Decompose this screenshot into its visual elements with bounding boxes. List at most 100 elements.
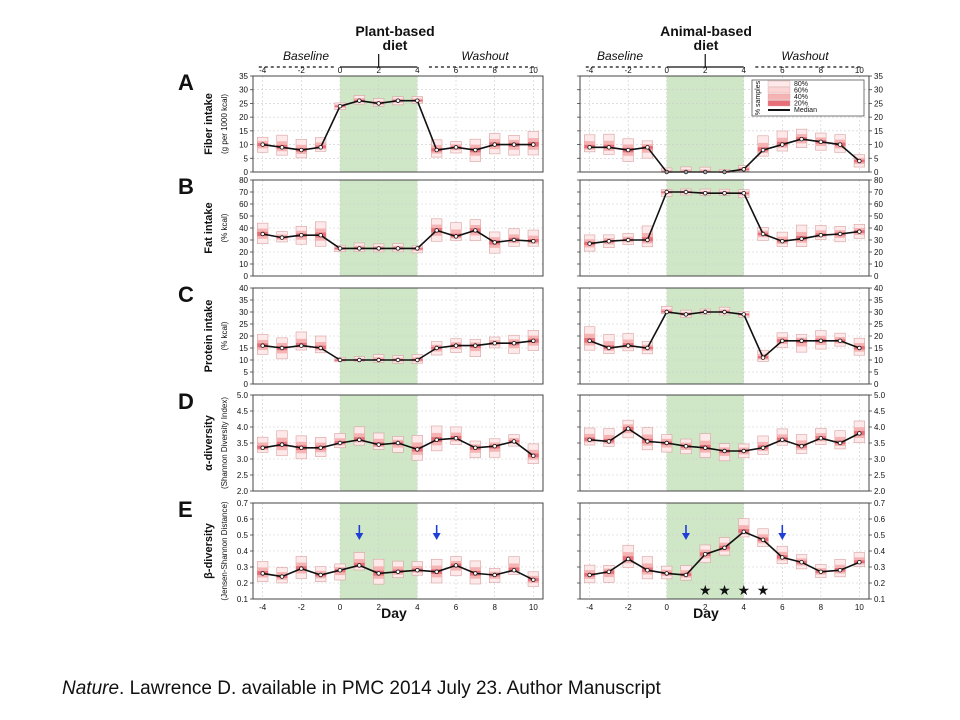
y-tick-label: 5 [874, 154, 879, 163]
y-tick-label: 30 [239, 308, 248, 317]
median-point [741, 167, 746, 172]
y-tick-label: 60 [239, 200, 248, 209]
y-tick-label: 4.0 [874, 423, 886, 432]
median-point [415, 98, 420, 103]
y-tick-label: 0 [244, 380, 249, 389]
arrow-head [355, 533, 364, 540]
median-point [760, 355, 766, 360]
y-axis-sublabel: (Jensen-Shannon Distance) [220, 501, 229, 601]
median-point [415, 246, 420, 251]
median-point [703, 552, 708, 557]
median-point [395, 357, 401, 363]
median-point [318, 145, 323, 150]
median-point [818, 436, 824, 441]
y-tick-label: 10 [239, 141, 248, 150]
median-point [492, 240, 497, 245]
median-point [453, 436, 459, 441]
median-point [857, 158, 862, 164]
median-point [722, 448, 727, 454]
y-tick-label: 2.5 [874, 471, 886, 480]
median-point [492, 444, 497, 449]
y-tick-label: 3.0 [237, 455, 249, 464]
median-point [395, 246, 401, 251]
arrow-head [432, 533, 441, 540]
y-tick-label: 40 [239, 284, 248, 293]
x-tick-label: -4 [586, 66, 594, 75]
x-tick-label: 6 [780, 66, 785, 75]
x-tick-label: 0 [338, 603, 343, 612]
median-point [299, 343, 304, 348]
y-tick-label: 0.4 [874, 547, 886, 556]
median-point [722, 190, 727, 196]
median-point [760, 537, 766, 542]
animal-title-line1: Animal-based [660, 23, 752, 39]
median-point [260, 343, 265, 348]
x-tick-label: 8 [819, 66, 824, 75]
median-point [799, 236, 804, 241]
y-tick-label: 0.5 [237, 531, 249, 540]
panel-E-plant: 0.1 0.2 0.3 0.4 0.5 0.6 0.7 -4 -2 0 2 4 6 8 10 [237, 499, 544, 612]
y-tick-label: 20 [874, 248, 883, 257]
median-point [741, 190, 746, 196]
median-point [492, 142, 497, 147]
y-tick-label: 0 [874, 380, 879, 389]
header-brackets [258, 54, 864, 68]
panel-E-animal: ★ ★ ★ ★ 0.1 0.2 0.3 0.4 0.5 0.6 0.7 -4 -2 0 2 4 6 8 10 [577, 499, 886, 612]
y-tick-label: 40 [874, 224, 883, 233]
x-tick-label: 4 [415, 66, 420, 75]
y-tick-label: 25 [239, 99, 248, 108]
median-point [260, 231, 265, 237]
plant-washout-label: Washout [461, 49, 509, 63]
legend-swatch [767, 100, 791, 107]
median-point [531, 238, 536, 244]
x-tick-label: 8 [819, 603, 824, 612]
median-point [780, 437, 785, 442]
median-point [337, 103, 343, 109]
y-tick-label: 15 [874, 344, 883, 353]
median-point [645, 237, 650, 243]
median-point [299, 445, 304, 450]
median-point [780, 555, 785, 560]
y-tick-label: 25 [874, 99, 883, 108]
y-tick-label: 30 [239, 86, 248, 95]
x-tick-label: 4 [742, 66, 747, 75]
median-point [625, 343, 631, 348]
arrow-head [681, 533, 690, 540]
median-point [376, 101, 381, 106]
median-point [357, 357, 362, 363]
y-tick-label: 0 [874, 168, 879, 177]
y-tick-label: 5.0 [874, 391, 886, 400]
median-point [318, 345, 323, 351]
median-point [741, 529, 746, 534]
y-tick-label: 0.6 [237, 515, 249, 524]
x-tick-label: 4 [415, 603, 420, 612]
x-axis-labels: Day Day [381, 605, 719, 621]
median-point [645, 345, 650, 351]
x-tick-label: 6 [454, 66, 459, 75]
median-point [357, 246, 362, 251]
median-point [606, 569, 612, 574]
median-point [473, 571, 478, 576]
y-tick-label: 0.1 [237, 595, 249, 604]
median-point [511, 568, 517, 573]
y-tick-label: 10 [874, 141, 883, 150]
y-tick-label: 35 [874, 296, 883, 305]
y-axis-label: Fiber intake [203, 93, 215, 155]
y-tick-label: 40 [874, 284, 883, 293]
median-point [434, 147, 439, 153]
median-point [279, 235, 285, 240]
y-tick-label: 80 [874, 176, 883, 185]
median-point [760, 231, 766, 237]
legend-title: % samples [755, 80, 762, 115]
x-tick-label: -4 [259, 66, 267, 75]
median-point [279, 442, 285, 447]
panel-D-plant: 2.0 2.5 3.0 3.5 4.0 4.5 5.0 [237, 391, 544, 496]
median-point [857, 560, 862, 565]
y-tick-label: 0 [244, 272, 249, 281]
y-tick-label: 80 [239, 176, 248, 185]
y-tick-label: 20 [239, 248, 248, 257]
median-point [395, 98, 401, 103]
x-tick-label: 10 [855, 66, 864, 75]
median-point [376, 571, 381, 576]
